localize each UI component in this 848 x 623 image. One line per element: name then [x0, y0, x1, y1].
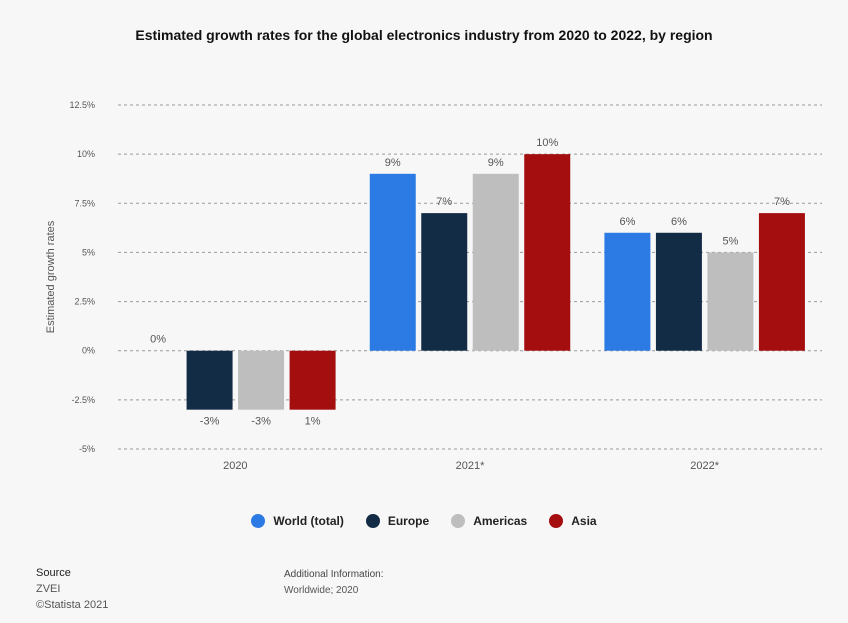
- data-label: 9%: [385, 157, 401, 169]
- bar: [524, 154, 571, 351]
- legend-swatch: [251, 514, 266, 528]
- legend-item[interactable]: Americas: [451, 514, 527, 528]
- bar: [472, 173, 519, 351]
- data-label: 7%: [774, 196, 790, 208]
- data-label: 6%: [619, 216, 635, 228]
- data-label: 10%: [536, 137, 558, 149]
- bar: [604, 232, 651, 351]
- data-label: -3%: [251, 416, 271, 428]
- legend-swatch: [549, 514, 564, 528]
- y-tick-label: 7.5%: [74, 198, 95, 208]
- bar: [707, 252, 754, 351]
- legend-item[interactable]: Europe: [365, 514, 430, 528]
- legend-label: Asia: [571, 514, 597, 528]
- y-tick-label: -2.5%: [71, 395, 95, 405]
- additional-info-label: Additional Information:: [284, 569, 384, 580]
- y-tick-label: 12.5%: [69, 100, 95, 110]
- bar: [369, 173, 416, 351]
- legend-label: Americas: [473, 514, 528, 528]
- data-label: 1%: [305, 416, 321, 428]
- legend-label: World (total): [273, 514, 344, 528]
- source-block: Source ZVEI ©Statista 2021: [36, 565, 108, 613]
- data-label: 9%: [488, 157, 504, 169]
- y-tick-label: 2.5%: [74, 297, 95, 307]
- bar: [421, 213, 468, 351]
- data-label: 7%: [436, 196, 452, 208]
- x-tick-label: 2020: [223, 460, 247, 472]
- copyright-text[interactable]: ©Statista 2021: [36, 599, 109, 611]
- y-tick-label: 5%: [82, 247, 95, 257]
- y-tick-label: 10%: [77, 149, 95, 159]
- y-tick-label: -5%: [79, 444, 95, 454]
- legend-swatch: [451, 514, 466, 528]
- legend-swatch: [365, 514, 380, 528]
- data-label: -3%: [200, 416, 220, 428]
- bar-chart: 12.5% 10% 7.5% 5% 2.5% 0% -2.5% -5% Estimated gr…: [45, 100, 822, 472]
- bar: [758, 213, 805, 351]
- bar: [186, 350, 233, 410]
- bar: [238, 350, 285, 410]
- y-tick-label: 0%: [82, 346, 95, 356]
- source-label: Source: [36, 567, 71, 579]
- additional-info-block: Additional Information: Worldwide; 2020: [284, 567, 384, 599]
- x-tick-label: 2021*: [456, 460, 485, 472]
- x-tick-label: 2022*: [690, 460, 719, 472]
- legend-item[interactable]: Asia: [549, 514, 597, 528]
- legend-label: Europe: [387, 514, 430, 528]
- data-label: 5%: [722, 235, 738, 247]
- data-label: 6%: [671, 216, 687, 228]
- chart-title: Estimated growth rates for the global el…: [135, 27, 713, 43]
- legend-item[interactable]: World (total): [251, 514, 344, 528]
- y-axis-label: Estimated growth rates: [45, 220, 57, 333]
- bar: [289, 350, 336, 410]
- data-label: 0%: [150, 334, 166, 346]
- bar: [655, 232, 702, 351]
- chart-legend: World (total) Europe Americas Asia: [0, 514, 848, 528]
- source-name[interactable]: ZVEI: [36, 583, 61, 595]
- additional-info-text: Worldwide; 2020: [284, 585, 359, 596]
